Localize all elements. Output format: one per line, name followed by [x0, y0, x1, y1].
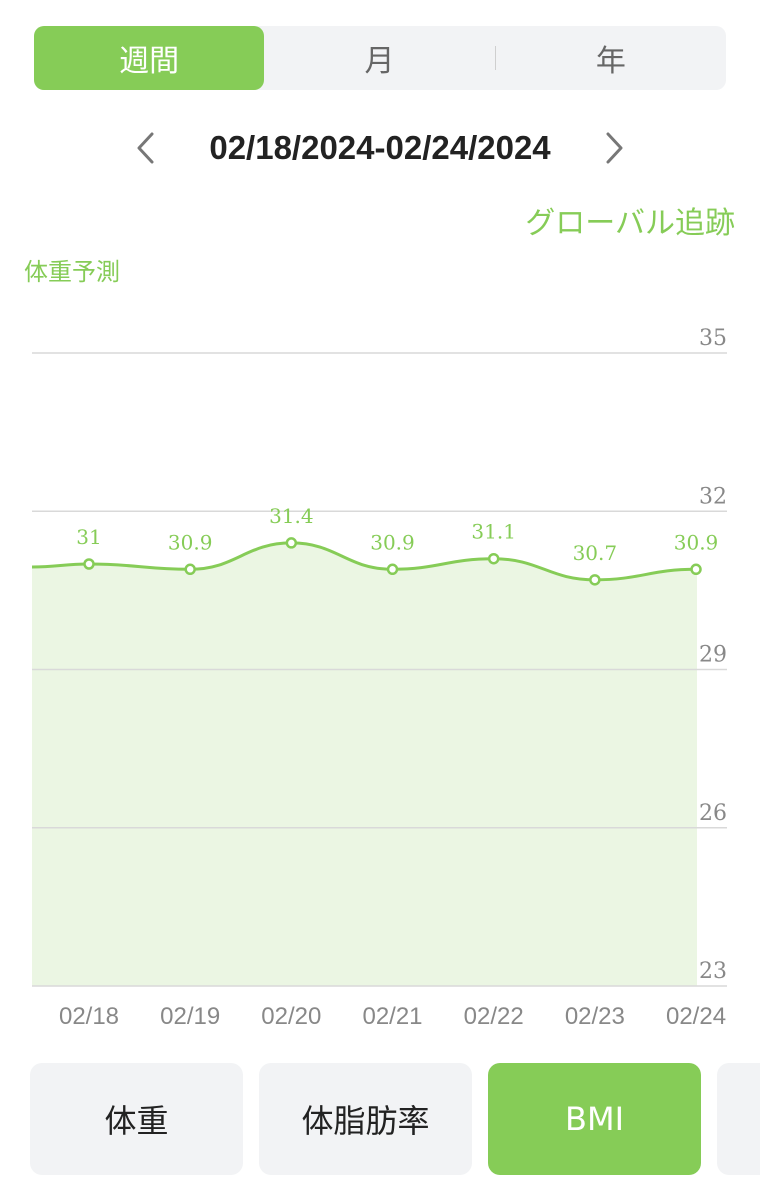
- data-label: 30.9: [674, 530, 719, 554]
- metric-tabs: 体重 体脂肪率 BMI: [30, 1063, 760, 1175]
- y-tick-label: 32: [699, 484, 727, 509]
- x-tick-label: 02/18: [59, 1003, 119, 1030]
- chevron-left-icon[interactable]: [125, 128, 165, 168]
- data-point: [386, 563, 399, 576]
- x-tick-label: 02/21: [362, 1003, 422, 1030]
- metric-tab-bmi[interactable]: BMI: [488, 1063, 701, 1175]
- date-navigation: 02/18/2024-02/24/2024: [0, 118, 760, 178]
- data-point: [589, 574, 601, 586]
- x-tick-label: 02/22: [464, 1003, 524, 1030]
- data-point: [83, 558, 95, 570]
- data-label: 31: [76, 525, 101, 549]
- bmi-chart: 35 32 29 26 23 31 02/18 30.9 02/19 31.4 02/20 30.9 0…: [31, 326, 727, 1030]
- metric-tab-next[interactable]: [717, 1063, 760, 1175]
- area-fill: [32, 542, 697, 986]
- metric-tab-weight[interactable]: 体重: [30, 1063, 243, 1175]
- chevron-right-icon[interactable]: [595, 128, 635, 168]
- data-point: [487, 552, 500, 565]
- y-tick-label: 23: [699, 959, 727, 984]
- data-label: 31.4: [269, 504, 314, 528]
- data-label: 30.9: [168, 530, 213, 554]
- x-tick-label: 02/19: [160, 1003, 220, 1030]
- data-point: [690, 563, 702, 576]
- data-label: 30.9: [370, 530, 415, 554]
- y-tick-label: 29: [699, 643, 727, 668]
- y-tick-label: 26: [699, 801, 727, 826]
- data-label: 31.1: [471, 520, 516, 544]
- segment-divider: [494, 46, 496, 70]
- date-range-title: 02/18/2024-02/24/2024: [209, 129, 551, 166]
- metric-tab-body-fat[interactable]: 体脂肪率: [259, 1063, 472, 1175]
- tab-month[interactable]: 月: [364, 44, 395, 79]
- period-segmented-control: 週間 月 年: [34, 26, 726, 90]
- tab-week[interactable]: 週間: [34, 26, 265, 90]
- x-tick-label: 02/24: [666, 1003, 726, 1030]
- data-label: 30.7: [573, 541, 618, 565]
- data-point: [285, 537, 298, 549]
- data-point: [184, 563, 196, 576]
- chart-series-label: 体重予測: [24, 258, 120, 286]
- x-tick-label: 02/23: [565, 1003, 625, 1030]
- tab-year[interactable]: 年: [595, 44, 626, 79]
- y-tick-label: 35: [699, 326, 727, 351]
- global-tracking-link[interactable]: グローバル追跡: [525, 206, 735, 241]
- x-tick-label: 02/20: [261, 1003, 321, 1030]
